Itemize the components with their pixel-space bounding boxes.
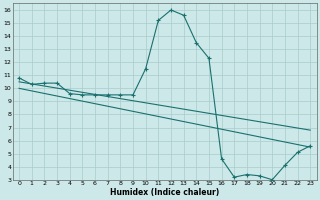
X-axis label: Humidex (Indice chaleur): Humidex (Indice chaleur) [110, 188, 219, 197]
